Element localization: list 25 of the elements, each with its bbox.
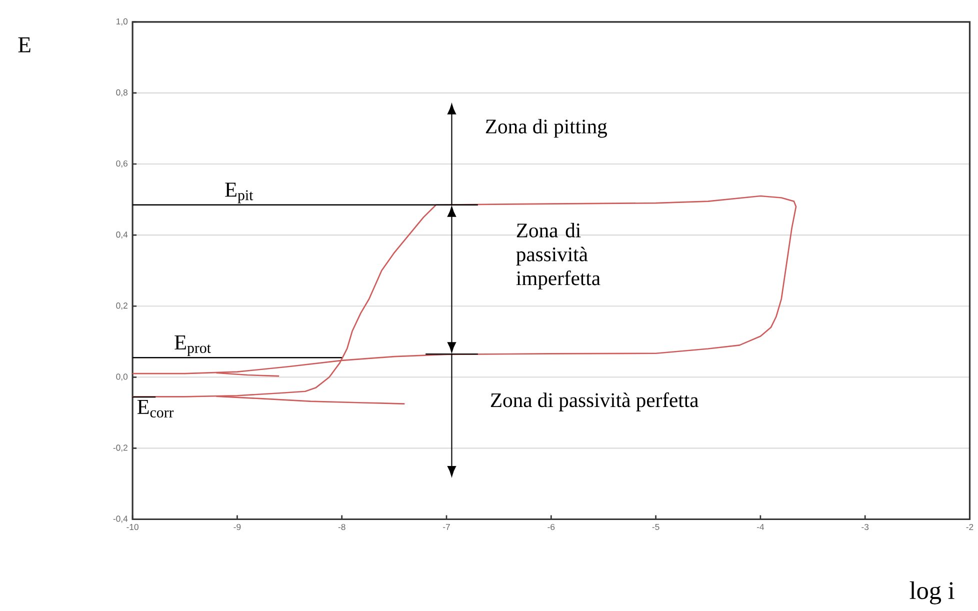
x-tick-label: -7: [443, 524, 450, 530]
y-tick-label: 0,0: [116, 374, 128, 381]
x-tick-label: -5: [652, 524, 660, 530]
x-tick-label: -10: [126, 524, 138, 530]
y-tick-label: -0,2: [113, 444, 128, 452]
annotation: Zona di passività perfetta: [490, 392, 698, 412]
y-tick-label: 0,2: [116, 302, 128, 310]
y-axis-title: E: [18, 37, 30, 52]
y-tick-label: 0,6: [116, 160, 128, 168]
annotation: Zona di pitting: [486, 119, 607, 138]
annotation: Zona di passività imperfetta: [516, 222, 600, 290]
y-tick-label: 0,4: [116, 232, 128, 239]
x-axis-title: log i: [910, 581, 954, 604]
series-label: E$_{pit}$: [225, 182, 254, 204]
series-label: E$_{prot}$: [174, 336, 211, 356]
y-tick-label: -0,4: [113, 516, 128, 523]
x-tick-label: -8: [338, 524, 346, 530]
x-tick-label: -3: [862, 524, 869, 530]
x-tick-label: -4: [756, 524, 764, 530]
x-tick-label: -6: [548, 524, 555, 530]
y-tick-label: 1,0: [116, 18, 128, 26]
y-tick-label: 0,8: [116, 89, 128, 97]
x-tick-label: -2: [966, 524, 974, 530]
series-label: E$_{corr}$: [137, 400, 174, 418]
x-tick-label: -9: [234, 524, 241, 530]
